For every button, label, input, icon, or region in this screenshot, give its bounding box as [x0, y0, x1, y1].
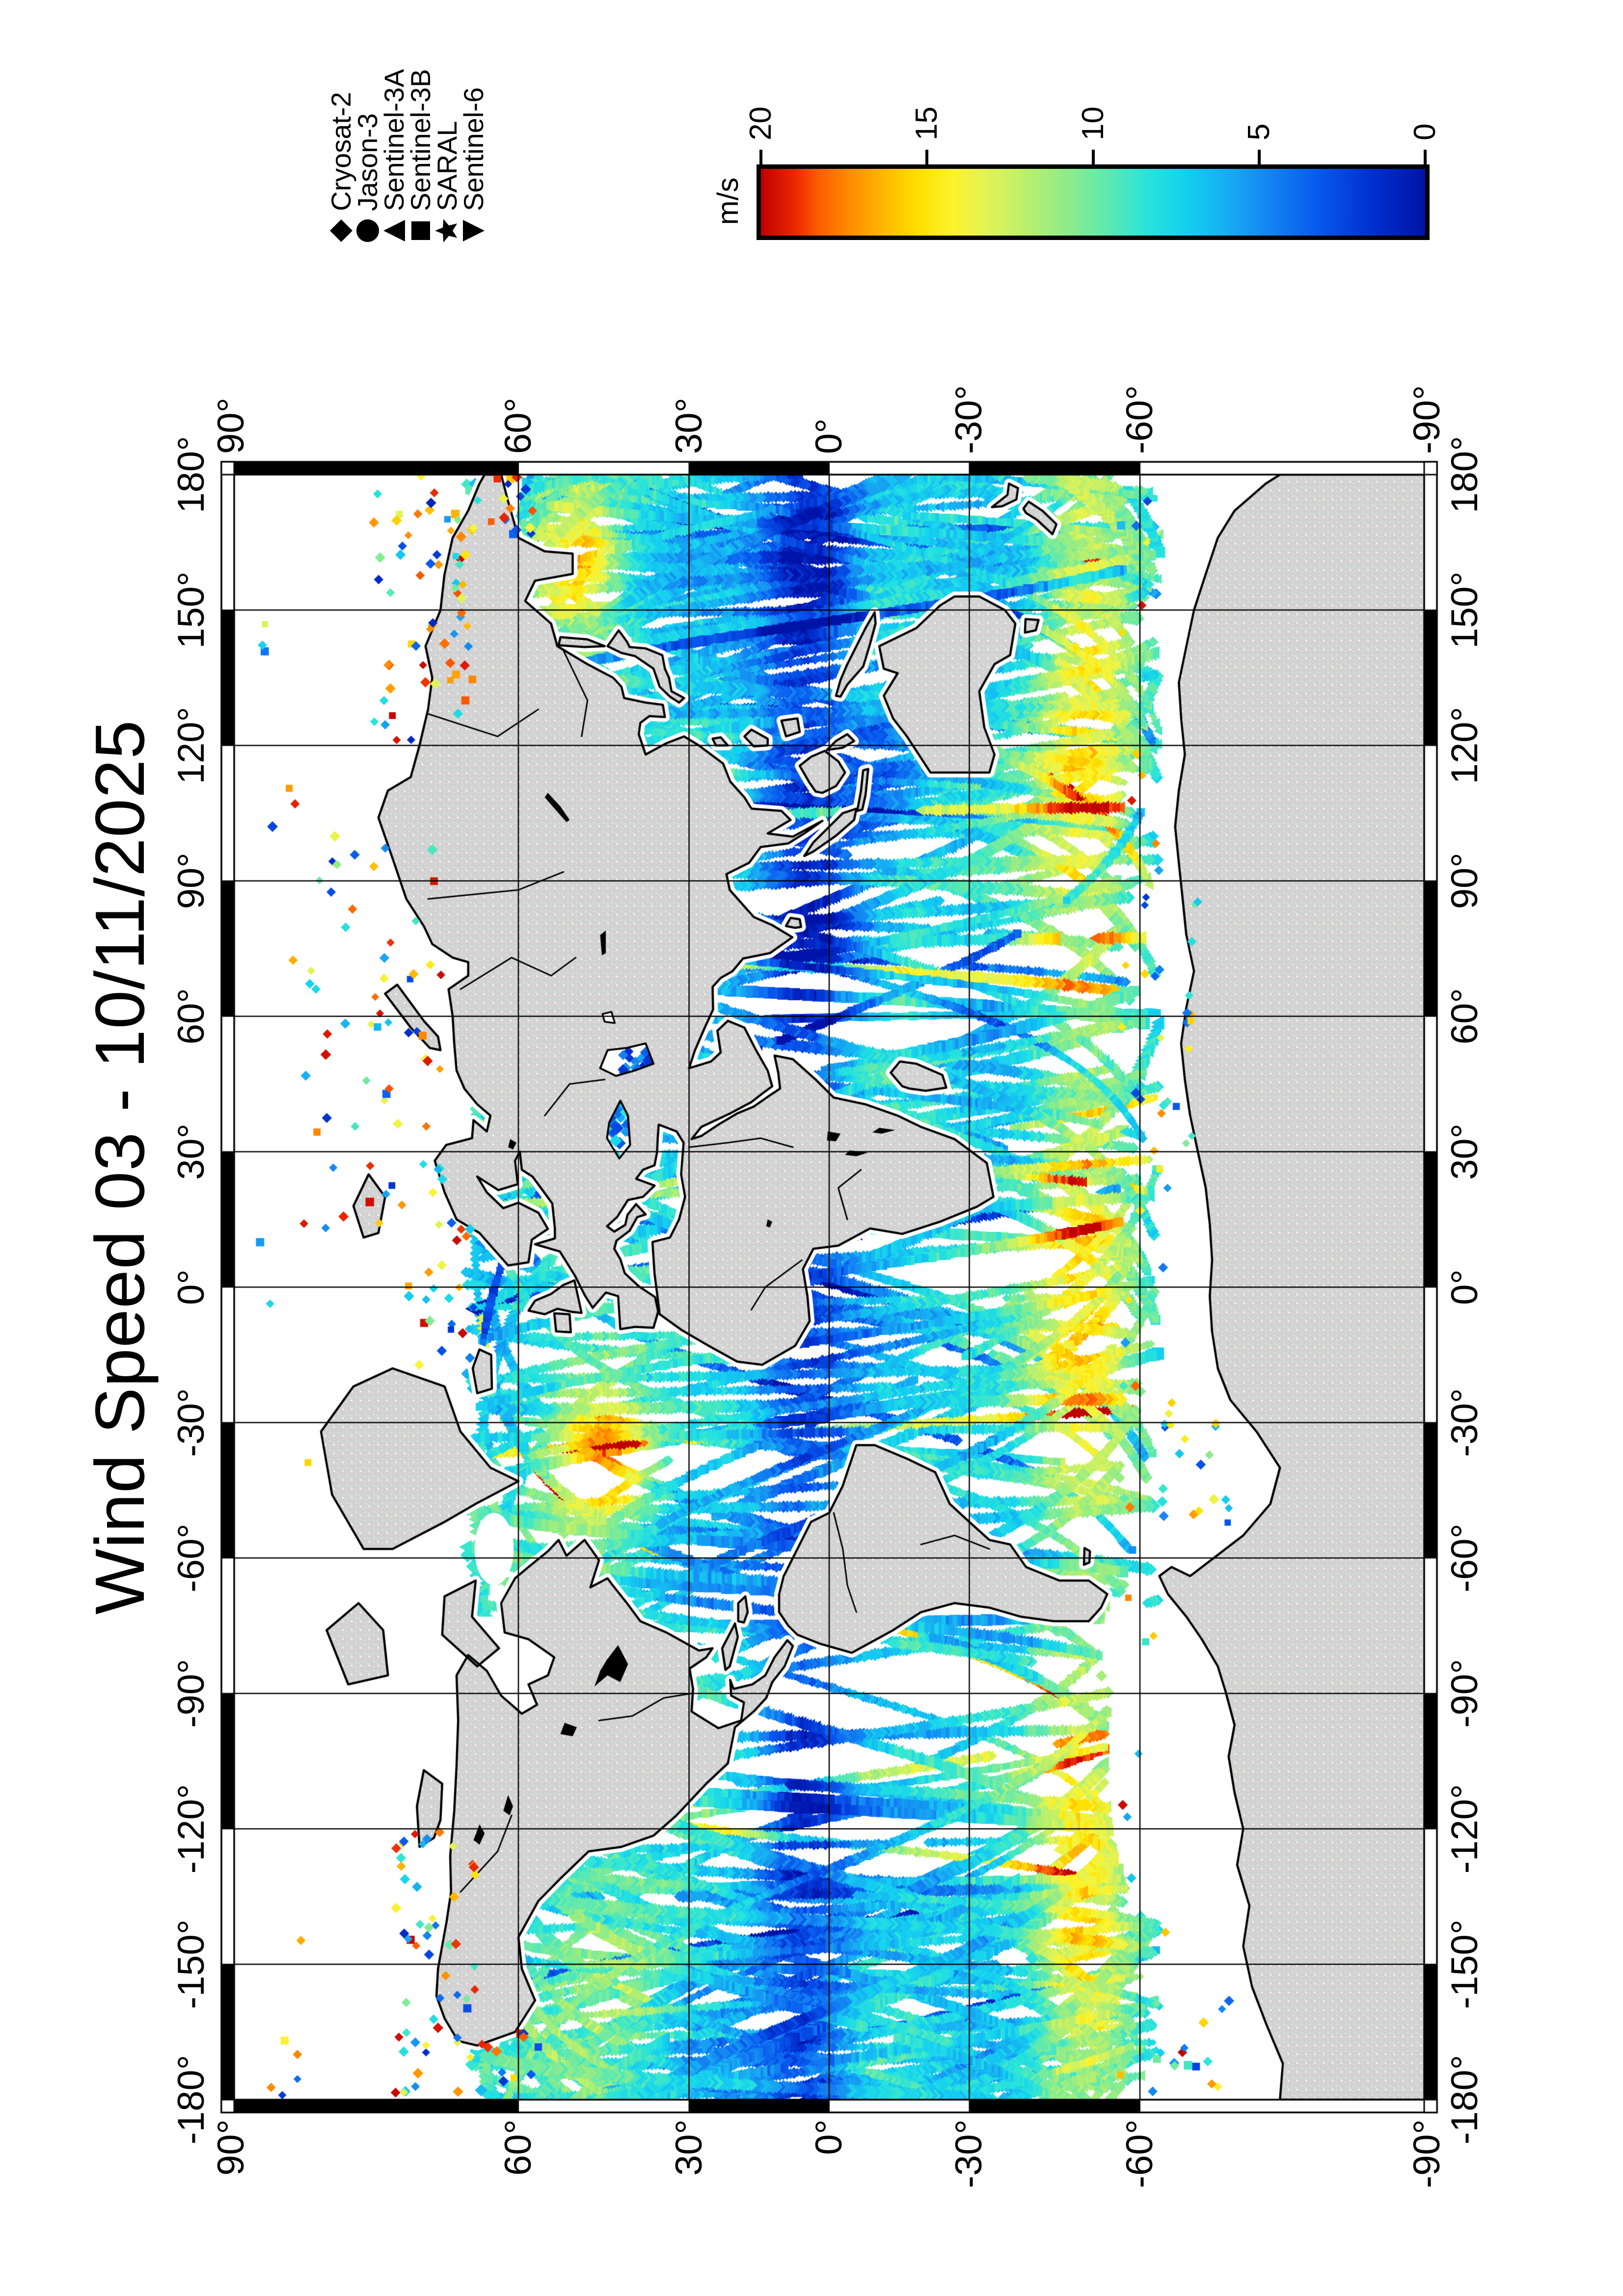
legend-item-label: Sentinel-3B [405, 69, 436, 211]
colorbar-tick [1424, 150, 1427, 164]
lon-label-bottom: -120° [1444, 1784, 1486, 1874]
lon-label-bottom: 30° [1444, 1123, 1486, 1180]
legend-item-saral: SARAL [432, 69, 462, 243]
lon-label-bottom: -90° [1444, 1659, 1486, 1728]
lon-label-top: 150° [170, 571, 212, 649]
lon-label-top: 90° [170, 853, 212, 909]
colorbar-tick [925, 150, 929, 164]
satellite-legend: Cryosat-2 Jason-3 Sentinel-3A Sentinel-3… [325, 69, 489, 243]
legend-item-label: Sentinel-3A [379, 69, 409, 211]
diamond-icon [330, 219, 352, 242]
legend-item-label: Sentinel-6 [458, 87, 489, 211]
legend-item-jason3: Jason-3 [352, 69, 383, 243]
colorbar-tick-label: 0 [1408, 123, 1442, 140]
lat-label-right: 0° [808, 418, 850, 454]
lon-label-bottom: -150° [1444, 1919, 1486, 2009]
square-icon [411, 221, 430, 240]
lon-label-bottom: -30° [1444, 1388, 1486, 1457]
lon-label-bottom: 60° [1444, 988, 1486, 1045]
lon-label-top: -120° [170, 1784, 212, 1874]
triangle-down-icon [463, 220, 485, 241]
legend-item-label: Jason-3 [352, 113, 383, 211]
lon-label-bottom: 0° [1444, 1269, 1486, 1305]
colorbar-tick-label: 10 [1076, 107, 1110, 140]
legend-item-sentinel6: Sentinel-6 [458, 69, 489, 243]
lon-label-bottom: -60° [1444, 1523, 1486, 1593]
lat-label-right: -90° [1406, 385, 1448, 454]
lon-label-top: 120° [170, 707, 212, 784]
lat-label-left: 30° [668, 2119, 710, 2176]
lon-label-top: 180° [170, 436, 212, 513]
colorbar-tick [759, 150, 762, 164]
legend-item-label: SARAL [432, 121, 462, 211]
lon-label-top: -30° [170, 1388, 212, 1457]
legend-item-label: Cryosat-2 [325, 92, 356, 211]
lat-label-right: 90° [210, 398, 252, 454]
lat-label-left: 60° [497, 2119, 540, 2176]
colorbar-gradient [757, 164, 1430, 240]
lon-label-bottom: 120° [1444, 707, 1486, 784]
colorbar-tick-label: 20 [744, 107, 778, 140]
legend-item-sentinel3b: Sentinel-3B [405, 69, 436, 243]
lon-label-bottom: 90° [1444, 853, 1486, 909]
colorbar-unit-label: m/s [711, 177, 744, 225]
figure-title: Wind Speed 03 - 10/11/2025 [81, 720, 159, 1615]
lon-label-top: -90° [170, 1659, 212, 1728]
colorbar-tick [1091, 150, 1095, 164]
colorbar-tick-label: 5 [1242, 123, 1276, 140]
colorbar-tick [1257, 150, 1261, 164]
legend-item-sentinel3a: Sentinel-3A [379, 69, 409, 243]
star-icon [435, 219, 458, 242]
lat-label-left: 90° [210, 2119, 252, 2176]
lon-label-top: -60° [170, 1523, 212, 1593]
lat-label-left: 0° [808, 2119, 850, 2155]
lon-label-bottom: 150° [1444, 571, 1486, 649]
lat-label-right: -60° [1118, 385, 1161, 454]
lon-label-bottom: 180° [1444, 436, 1486, 513]
legend-item-cryosat2: Cryosat-2 [325, 69, 356, 243]
lat-label-left: -60° [1118, 2119, 1161, 2189]
lat-label-right: 30° [668, 398, 710, 454]
lon-label-top: 60° [170, 988, 212, 1045]
lon-label-top: -150° [170, 1919, 212, 2009]
lat-label-left: -90° [1406, 2119, 1448, 2189]
colorbar-tick-label: 15 [910, 107, 944, 140]
lon-label-top: -180° [170, 2055, 212, 2145]
lat-label-right: 60° [497, 398, 540, 454]
lat-label-right: -30° [948, 385, 990, 454]
lat-label-left: -30° [948, 2119, 990, 2189]
lon-label-bottom: -180° [1444, 2055, 1486, 2145]
circle-icon [356, 219, 379, 242]
triangle-up-icon [383, 220, 405, 241]
lon-label-top: 30° [170, 1123, 212, 1180]
lon-label-top: 0° [170, 1269, 212, 1305]
